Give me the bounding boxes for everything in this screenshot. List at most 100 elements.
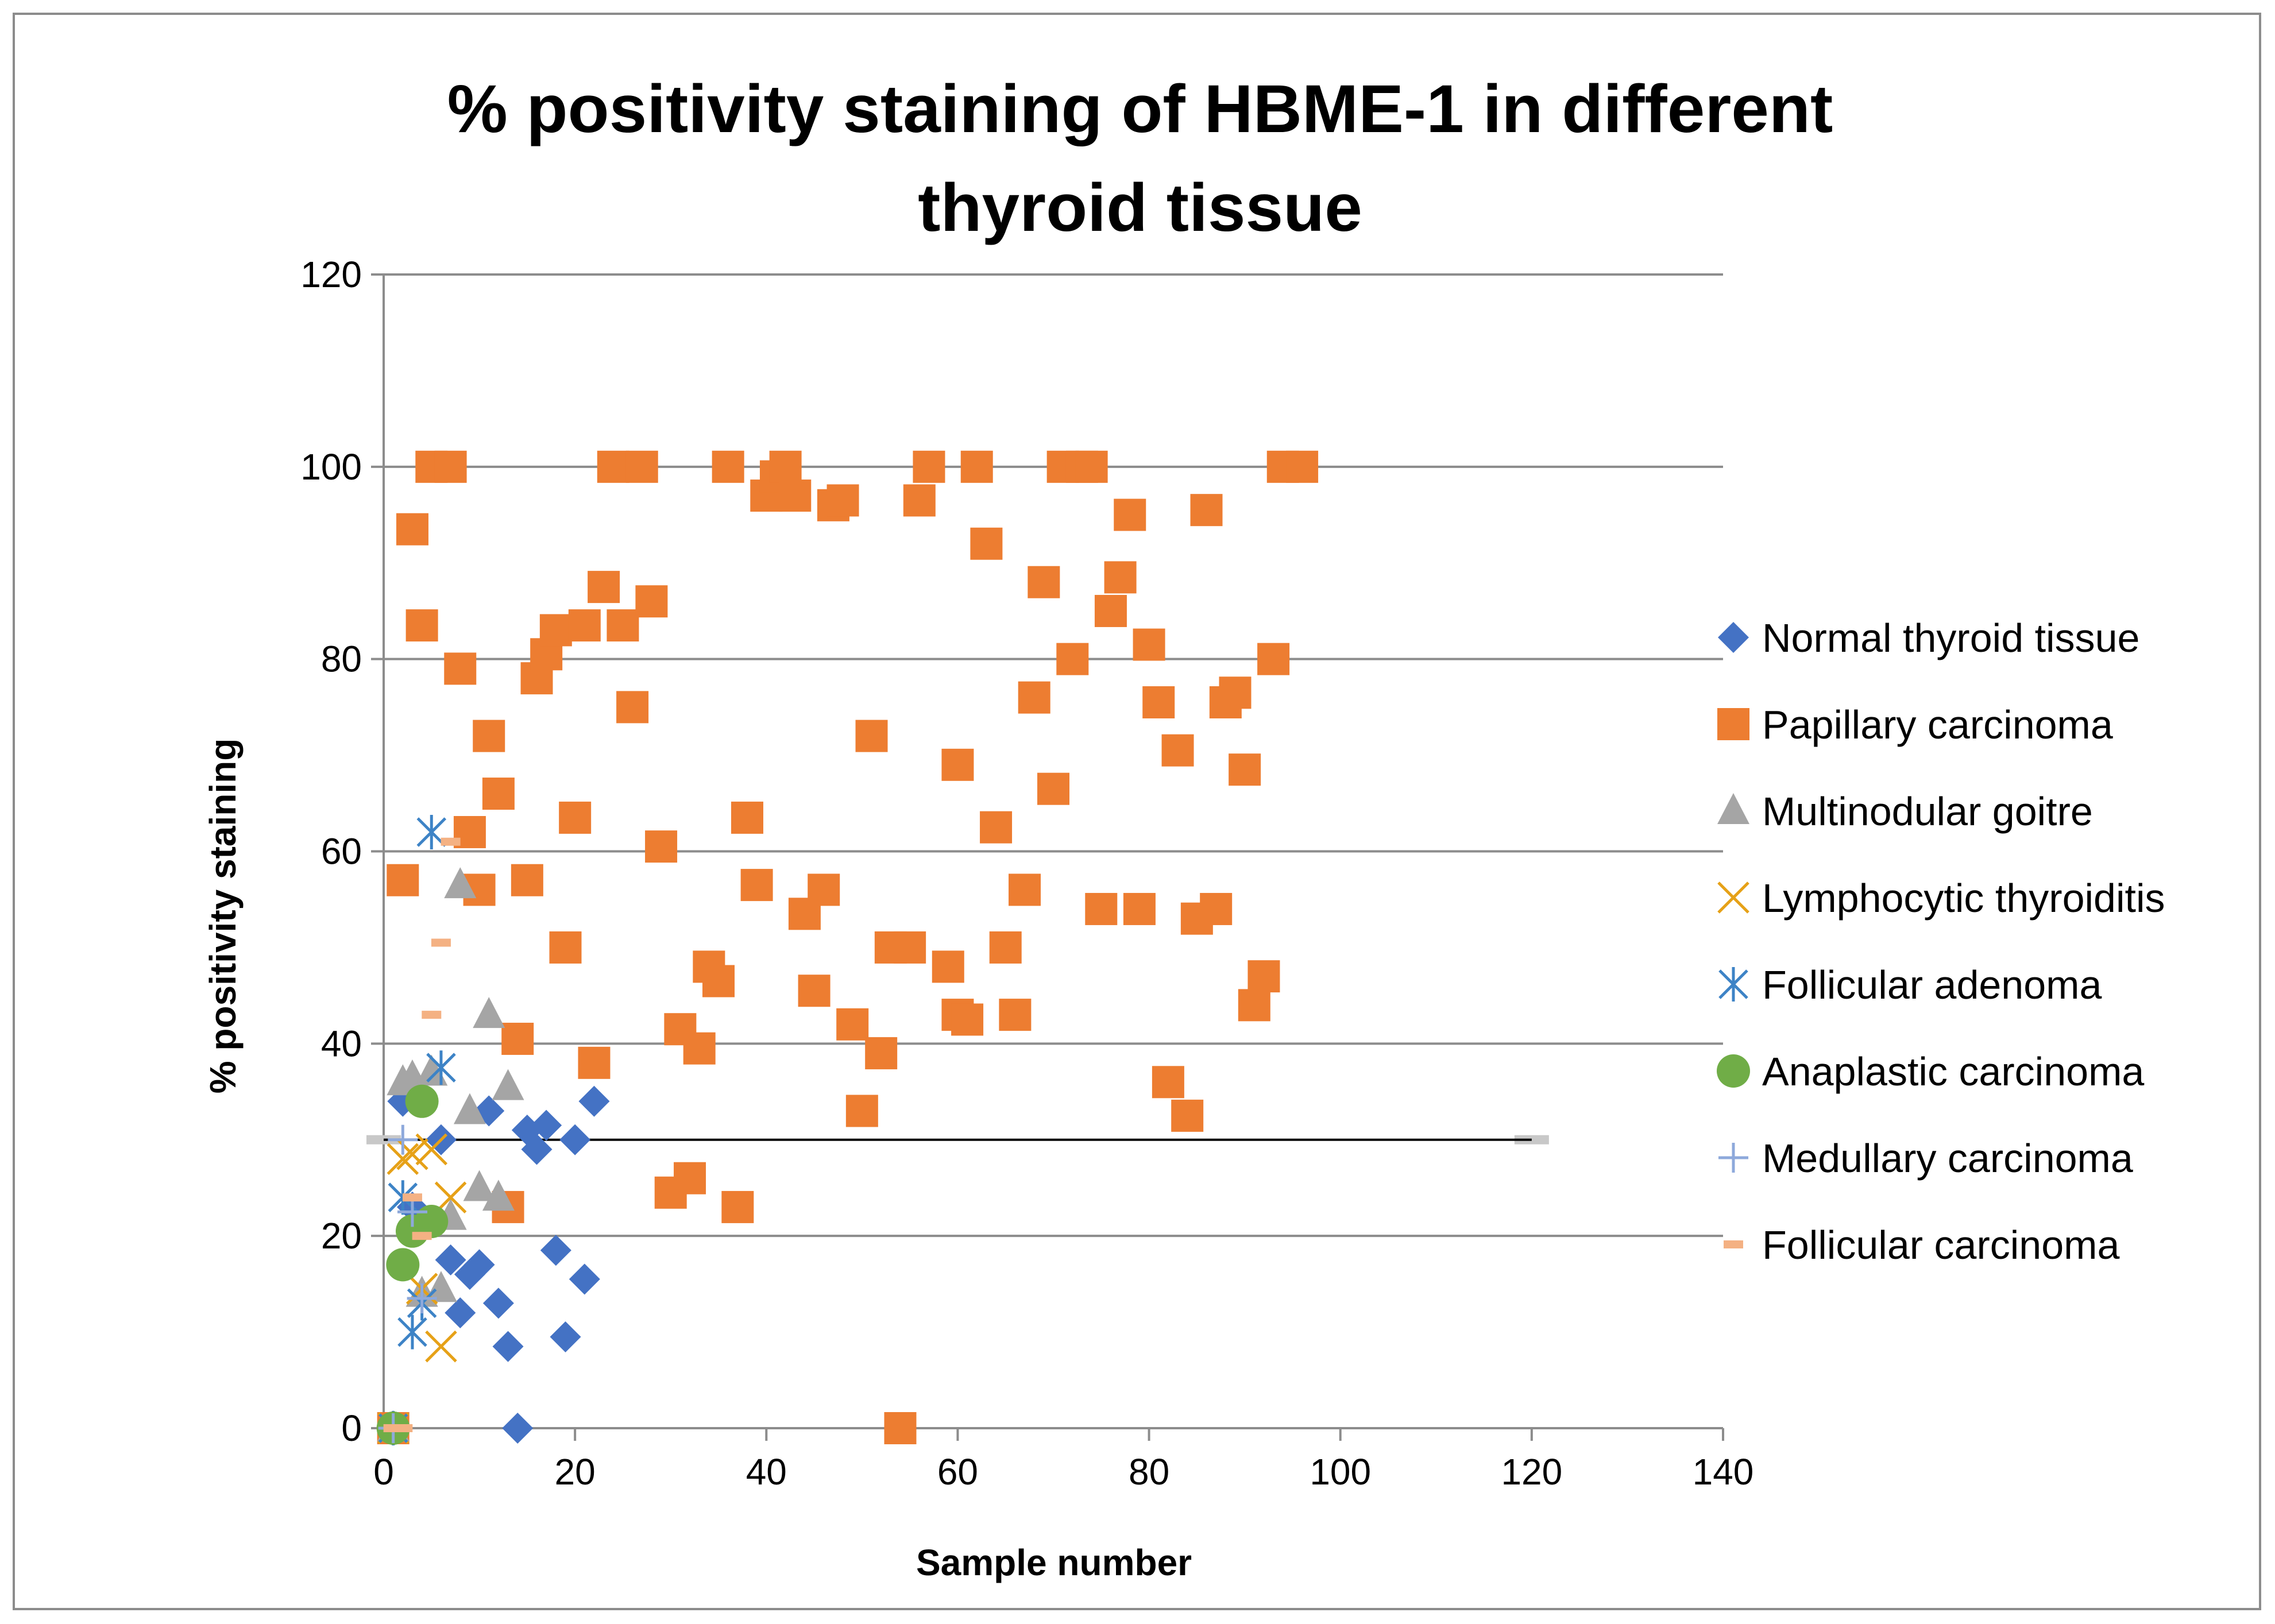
data-point — [941, 748, 974, 781]
data-point — [386, 1248, 420, 1282]
data-point — [387, 864, 419, 896]
data-point — [407, 1283, 437, 1313]
data-point — [388, 1124, 418, 1155]
data-point — [674, 1162, 706, 1194]
legend-marker — [1717, 1054, 1750, 1088]
data-point — [569, 1263, 600, 1295]
data-point — [625, 450, 658, 483]
data-point — [539, 614, 572, 647]
legend-marker — [1718, 1143, 1748, 1173]
legend-label: Follicular adenoma — [1762, 962, 2102, 1007]
data-point — [559, 801, 592, 834]
y-tick-label: 120 — [300, 254, 362, 295]
data-point — [434, 450, 467, 483]
data-point — [402, 1193, 422, 1202]
series-1 — [377, 450, 1319, 1444]
chart-title-line-2: thyroid tissue — [918, 170, 1362, 246]
data-point — [740, 869, 773, 902]
data-point — [396, 513, 428, 546]
legend-marker — [1717, 881, 1749, 914]
data-point — [502, 1413, 534, 1444]
data-point — [798, 975, 831, 1007]
x-tick-label: 20 — [555, 1451, 596, 1492]
data-point — [441, 837, 461, 846]
data-point — [1219, 676, 1252, 709]
data-point — [731, 801, 763, 834]
data-point — [1094, 594, 1127, 627]
data-point — [588, 571, 620, 604]
data-point — [445, 1297, 476, 1329]
y-tick-label: 0 — [341, 1408, 362, 1449]
legend-marker — [1718, 622, 1749, 653]
data-point — [894, 931, 926, 964]
chart-title-line-1: % positivity staining of HBME-1 in diffe… — [447, 71, 1833, 147]
data-point — [473, 997, 505, 1028]
data-point — [415, 1054, 448, 1086]
legend-marker — [1717, 708, 1749, 740]
data-point — [1161, 734, 1194, 767]
x-tick-label: 120 — [1501, 1451, 1562, 1492]
series-7 — [383, 837, 461, 1432]
data-point — [712, 450, 744, 483]
y-tick-label: 40 — [321, 1023, 362, 1064]
data-point — [721, 1190, 754, 1223]
data-point — [1257, 643, 1290, 675]
y-tick-label: 100 — [300, 446, 362, 488]
data-point — [1114, 498, 1146, 531]
data-point — [1229, 753, 1261, 786]
y-tick-label: 60 — [321, 831, 362, 872]
x-tick-label: 40 — [746, 1451, 787, 1492]
data-point — [683, 1032, 716, 1065]
chart-frame — [13, 13, 2261, 1610]
data-point — [1133, 628, 1165, 661]
data-point — [970, 527, 1003, 560]
data-point — [903, 484, 936, 517]
data-point — [1056, 643, 1089, 675]
data-point — [473, 720, 505, 752]
data-point — [607, 609, 639, 642]
legend-label: Lymphocytic thyroiditis — [1762, 876, 2165, 921]
data-point — [521, 1134, 553, 1165]
data-point — [431, 938, 451, 947]
data-point — [1028, 566, 1060, 598]
tick-labels: 0 20 40 60 80 100 120 0 20 40 60 80 100 120 140 — [300, 254, 1753, 1492]
data-point — [1190, 494, 1223, 527]
data-point — [1200, 892, 1233, 925]
y-axis-title: % positivity staining — [202, 738, 244, 1094]
data-point — [951, 1003, 984, 1036]
data-point — [422, 1011, 442, 1019]
data-point — [550, 1321, 581, 1352]
data-point — [482, 1287, 514, 1319]
data-point — [501, 1022, 534, 1055]
axes — [371, 273, 1724, 1441]
data-point — [387, 1143, 419, 1175]
data-point — [426, 1050, 456, 1085]
data-point — [1247, 960, 1280, 993]
data-point — [913, 450, 945, 483]
legend-marker — [1724, 1240, 1743, 1248]
legend-label: Anaplastic carcinoma — [1762, 1049, 2144, 1094]
y-tick-label: 20 — [321, 1215, 362, 1256]
data-point — [932, 950, 964, 983]
data-point — [415, 1133, 448, 1166]
legend-label: Follicular carcinoma — [1762, 1223, 2119, 1267]
data-point — [463, 1170, 496, 1201]
data-point — [1142, 686, 1175, 719]
data-point — [482, 1180, 515, 1211]
data-point — [1018, 681, 1050, 714]
data-point — [397, 1314, 427, 1350]
data-point — [1075, 450, 1108, 483]
legend-label: Medullary carcinoma — [1762, 1136, 2133, 1181]
data-point — [989, 931, 1022, 964]
data-point — [769, 450, 802, 483]
data-point — [453, 1093, 486, 1124]
data-point — [836, 1008, 869, 1041]
data-point — [435, 1244, 466, 1276]
data-point — [1085, 892, 1118, 925]
data-point — [559, 1124, 591, 1155]
data-point — [405, 1084, 439, 1118]
legend-label: Normal thyroid tissue — [1762, 616, 2139, 660]
data-point — [492, 1331, 524, 1362]
data-point — [434, 1181, 467, 1213]
